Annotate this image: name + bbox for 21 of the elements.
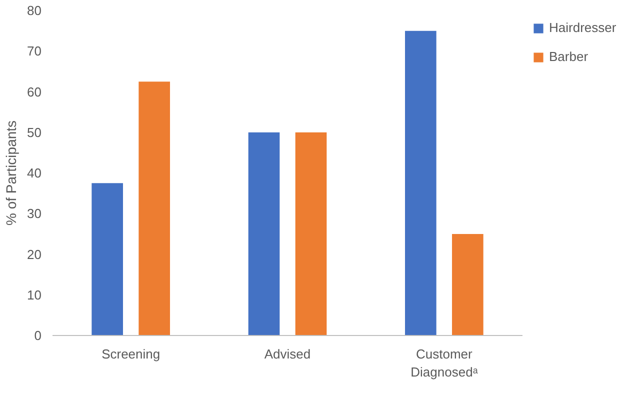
y-tick-label: 0	[34, 328, 42, 343]
y-tick-label: 40	[27, 166, 42, 180]
y-tick-label: 60	[27, 84, 42, 100]
y-tick-label: 70	[27, 44, 42, 59]
bar	[92, 183, 123, 336]
legend-label: Hairdresser	[549, 20, 616, 35]
bar	[295, 132, 327, 336]
y-tick-label: 50	[27, 124, 42, 140]
y-axis-title: % of Participants	[3, 120, 20, 226]
bar	[248, 132, 280, 336]
y-tick-label: 80	[27, 3, 42, 18]
bar	[138, 82, 170, 336]
y-tick-label: 20	[27, 246, 42, 262]
y-tick-label: 30	[27, 206, 42, 222]
bar	[452, 234, 484, 336]
bar	[405, 30, 436, 336]
legend-label: Barber	[549, 49, 588, 64]
x-tick-label: Customer Diagnosedᵃ	[410, 346, 478, 380]
x-tick-label: Advised	[264, 346, 311, 362]
x-tick-label: Screening	[102, 346, 160, 362]
y-tick-label: 10	[27, 287, 42, 302]
